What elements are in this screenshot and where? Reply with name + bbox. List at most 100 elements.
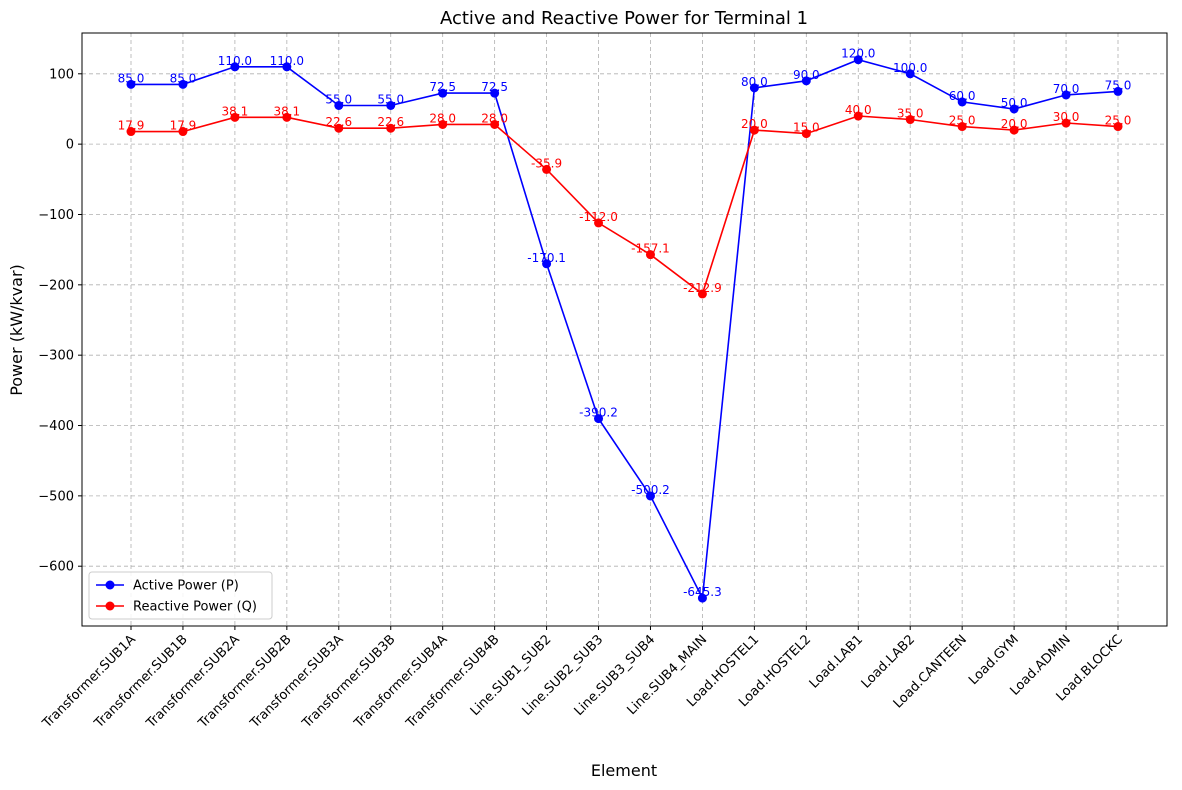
data-label: 100.0 [893, 61, 927, 75]
x-tick-label: Transformer.SUB1A [39, 632, 139, 732]
plot-frame [81, 32, 1168, 627]
data-label: -212.9 [683, 281, 722, 295]
data-label: 30.0 [1053, 110, 1080, 124]
data-point [126, 127, 136, 137]
data-label: 85.0 [170, 71, 197, 85]
data-point [178, 127, 188, 137]
x-tick-label: Transformer.SUB2A [143, 632, 243, 732]
data-label: 110.0 [218, 54, 252, 68]
data-point [334, 123, 344, 133]
x-tick-label: Transformer.SUB3A [247, 632, 347, 732]
x-axis-label: Element [591, 761, 657, 780]
data-point [853, 111, 863, 121]
y-axis-label: Power (kW/kvar) [7, 264, 26, 396]
data-label: 38.1 [222, 104, 249, 118]
series-line-1 [131, 115, 1119, 296]
data-point [126, 79, 136, 89]
data-label: 120.0 [841, 47, 875, 61]
y-tick-label: −500 [38, 489, 74, 504]
data-point [178, 79, 188, 89]
data-point [1061, 118, 1071, 128]
data-point [386, 100, 396, 110]
data-point [282, 112, 292, 122]
data-point [490, 88, 500, 98]
legend-box [88, 571, 273, 620]
data-label: 50.0 [1001, 96, 1028, 110]
legend: Active Power (P) Reactive Power (Q) [88, 571, 273, 620]
data-label: 25.0 [1105, 114, 1132, 128]
data-label: -157.1 [631, 242, 670, 256]
data-point [1113, 122, 1123, 132]
data-point [230, 62, 240, 72]
data-label: 72.5 [429, 80, 456, 94]
data-label: 17.9 [170, 119, 197, 133]
data-point [1113, 86, 1123, 96]
data-label: -170.1 [527, 251, 566, 265]
data-label: 17.9 [118, 119, 145, 133]
data-point [957, 97, 967, 107]
data-point [801, 76, 811, 86]
data-point [230, 112, 240, 122]
data-point [334, 100, 344, 110]
x-tick-label: Load.GYM [966, 632, 1022, 688]
data-label: 28.0 [429, 111, 456, 125]
data-point [697, 289, 707, 299]
data-label: -35.9 [531, 156, 562, 170]
data-label: -500.2 [631, 483, 670, 497]
data-point [1061, 90, 1071, 100]
y-tick-label: −300 [38, 349, 74, 364]
legend-marker [105, 580, 115, 590]
data-label: 60.0 [949, 89, 976, 103]
y-tick-label: −600 [38, 560, 74, 575]
data-point [594, 414, 604, 424]
data-label: 20.0 [741, 117, 768, 131]
y-tick-label: −100 [38, 208, 74, 223]
x-tick-label: Transformer.SUB4B [403, 632, 503, 732]
data-label: 72.5 [481, 80, 508, 94]
data-point [282, 62, 292, 72]
x-tick-label: Load.LAB1 [807, 632, 866, 691]
x-tick-label: Transformer.SUB1B [91, 632, 191, 732]
data-point [1009, 125, 1019, 135]
data-label: 28.0 [481, 111, 508, 125]
data-point [749, 83, 759, 93]
data-point [853, 55, 863, 65]
x-tick-label: Transformer.SUB2B [195, 632, 295, 732]
y-tick-label: 100 [49, 67, 74, 82]
data-label: 90.0 [793, 68, 820, 82]
legend-entry: Active Power (P) [133, 579, 239, 594]
legend-marker [105, 601, 115, 611]
data-point [542, 259, 552, 269]
data-label: -645.3 [683, 585, 722, 599]
data-point [749, 125, 759, 135]
data-label: 70.0 [1053, 82, 1080, 96]
data-label: 55.0 [377, 92, 404, 106]
data-point [438, 119, 448, 129]
data-point [697, 593, 707, 603]
data-label: 75.0 [1105, 78, 1132, 92]
x-axis: Transformer.SUB1ATransformer.SUB1BTransf… [39, 626, 1126, 732]
data-point [594, 218, 604, 228]
data-label: 20.0 [1001, 117, 1028, 131]
y-tick-label: 0 [66, 138, 74, 153]
series-line-0 [131, 58, 1119, 601]
y-axis: −600 −500 −400 −300 −200 −100 0 100 [38, 67, 82, 575]
data-label: 85.0 [118, 71, 145, 85]
data-point [490, 119, 500, 129]
data-label: 55.0 [325, 92, 352, 106]
data-label: 15.0 [793, 121, 820, 135]
data-point [801, 129, 811, 139]
data-point [438, 88, 448, 98]
data-point [905, 115, 915, 125]
data-point [386, 123, 396, 133]
data-label: 80.0 [741, 75, 768, 89]
series-layer [126, 55, 1123, 603]
data-label: -390.2 [579, 406, 618, 420]
data-label: 110.0 [270, 54, 304, 68]
data-label: 35.0 [897, 107, 924, 121]
data-label: -112.0 [579, 210, 618, 224]
legend-entry: Reactive Power (Q) [133, 600, 257, 615]
data-point [905, 69, 915, 79]
data-point [542, 164, 552, 174]
